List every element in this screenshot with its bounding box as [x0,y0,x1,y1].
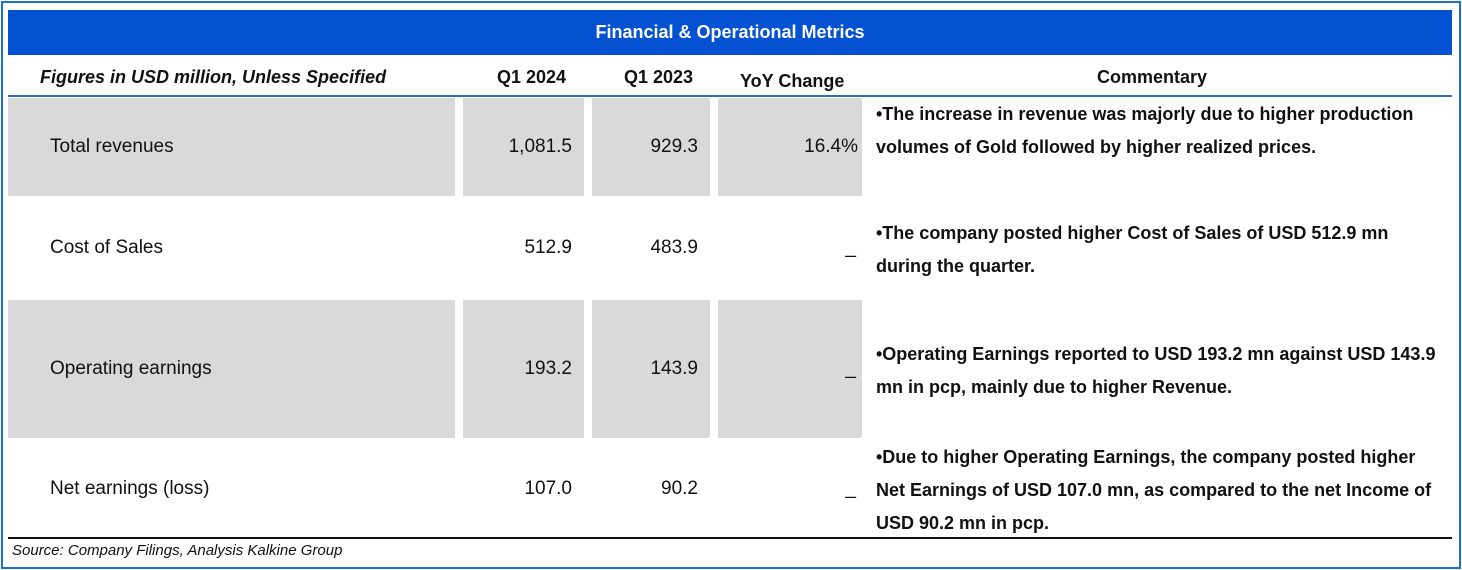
table-title: Financial & Operational Metrics [8,10,1452,55]
header-q1-2024: Q1 2024 [497,66,567,87]
row-label: Total revenues [8,98,455,196]
header-q1-2023: Q1 2023 [624,66,694,87]
header-label: Figures in USD million, Unless Specified [40,66,387,87]
row-commentary: •Due to higher Operating Earnings, the c… [876,447,1432,533]
cell-yoy: _ [718,300,862,438]
cell-q1-2024: 107.0 [524,477,572,499]
row-label: Operating earnings [8,300,455,438]
cell-yoy: _ [845,477,856,499]
cell-q1-2024: 1,081.5 [463,98,584,196]
cell-q1-2023: 929.3 [592,98,710,196]
row-commentary: •Operating Earnings reported to USD 193.… [876,344,1436,397]
header-commentary: Commentary [1097,66,1208,87]
row-label: Net earnings (loss) [50,477,210,499]
row-commentary: •The increase in revenue was majorly due… [876,104,1414,157]
bottom-rule [8,537,1452,539]
cell-q1-2023: 90.2 [661,477,698,499]
cell-q1-2023: 143.9 [592,300,710,438]
header-divider [8,95,1452,97]
header-yoy: YoY Change [740,70,845,91]
cell-q1-2024: 193.2 [463,300,584,438]
cell-yoy: 16.4% [718,98,862,196]
cell-q1-2023: 483.9 [650,237,698,258]
cell-q1-2024: 512.9 [524,237,572,258]
row-commentary: •The company posted higher Cost of Sales… [876,223,1389,276]
row-label: Cost of Sales [50,237,163,258]
source-note: Source: Company Filings, Analysis Kalkin… [12,542,343,559]
cell-yoy: _ [845,237,856,258]
